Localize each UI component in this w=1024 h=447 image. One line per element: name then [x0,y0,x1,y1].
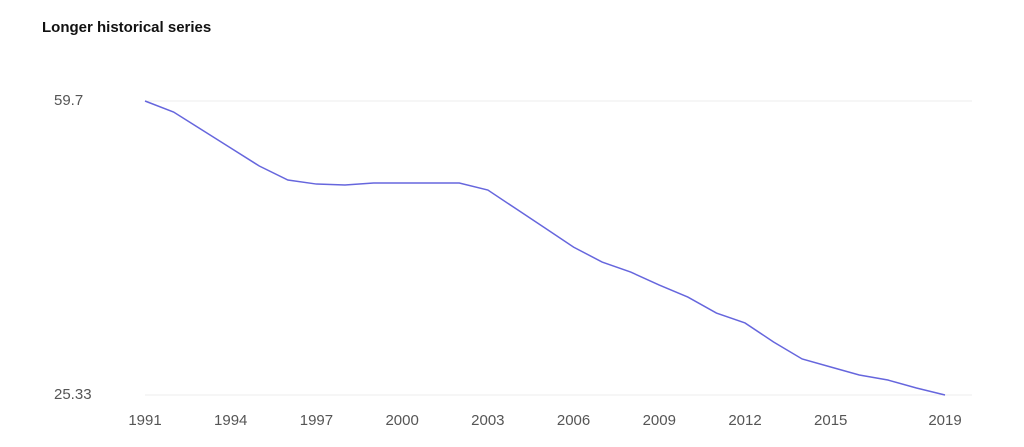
x-tick-label: 2015 [814,412,847,429]
x-tick-label: 2019 [928,412,961,429]
x-tick-label: 2006 [557,412,590,429]
x-tick-label: 2012 [728,412,761,429]
x-tick-label: 2000 [385,412,418,429]
x-tick-label: 1994 [214,412,247,429]
x-tick-label: 2009 [643,412,676,429]
line [144,100,946,396]
x-tick-label: 1997 [300,412,333,429]
chart-title: Longer historical series [42,19,211,36]
y-tick-label: 59.7 [54,92,83,109]
y-tick-label: 25.33 [54,386,92,403]
x-tick-label: 2003 [471,412,504,429]
x-tick-label: 1991 [128,412,161,429]
